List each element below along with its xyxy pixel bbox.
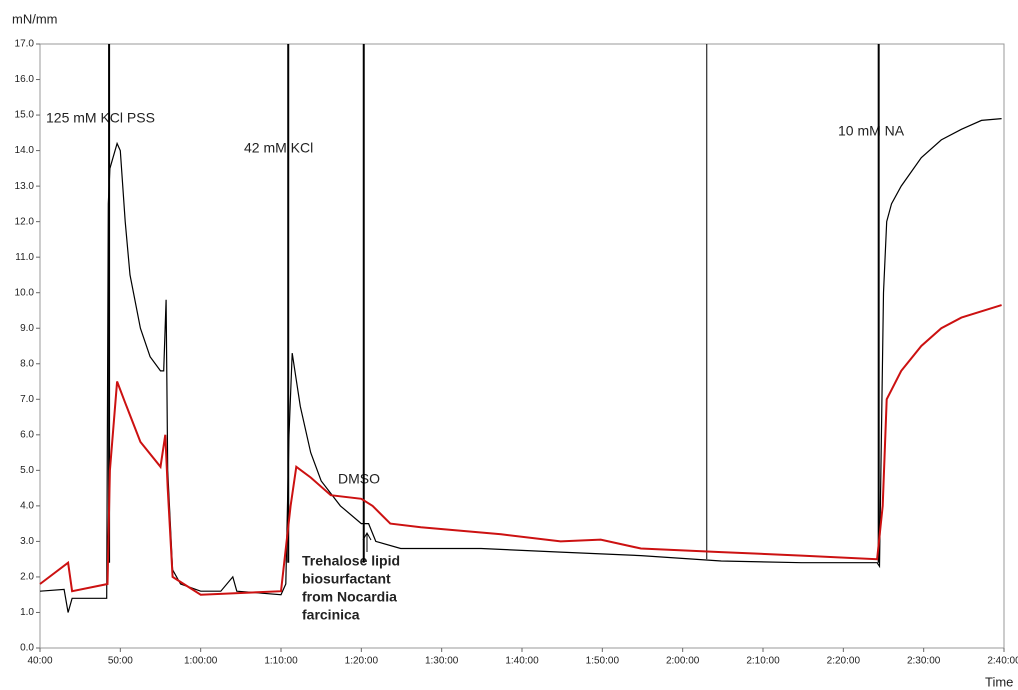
y-tick-label: 13.0 bbox=[15, 181, 35, 192]
x-tick-label: 1:30:00 bbox=[425, 656, 459, 667]
y-tick-label: 9.0 bbox=[20, 323, 34, 334]
x-tick-label: 2:20:00 bbox=[827, 656, 861, 667]
annotation: DMSO bbox=[338, 471, 380, 487]
x-axis-label: Time bbox=[985, 674, 1013, 689]
x-tick-label: 1:50:00 bbox=[586, 656, 620, 667]
x-tick-label: 50:00 bbox=[108, 656, 133, 667]
y-tick-label: 10.0 bbox=[15, 287, 35, 298]
y-tick-label: 14.0 bbox=[15, 145, 35, 156]
note: from Nocardia bbox=[302, 589, 397, 605]
y-tick-label: 1.0 bbox=[20, 607, 34, 618]
y-tick-label: 12.0 bbox=[15, 216, 35, 227]
x-tick-label: 2:40:00 bbox=[987, 656, 1018, 667]
x-tick-label: 1:20:00 bbox=[345, 656, 379, 667]
x-tick-label: 1:10:00 bbox=[264, 656, 298, 667]
y-tick-label: 5.0 bbox=[20, 465, 34, 476]
note: biosurfactant bbox=[302, 571, 391, 587]
y-tick-label: 2.0 bbox=[20, 572, 34, 583]
trace bbox=[39, 118, 1002, 613]
x-tick-label: 1:40:00 bbox=[505, 656, 539, 667]
annotation: 10 mM NA bbox=[838, 123, 905, 139]
y-axis-label: mN/mm bbox=[12, 11, 58, 26]
trace bbox=[39, 304, 1002, 596]
x-tick-label: 2:10:00 bbox=[746, 656, 780, 667]
y-tick-label: 0.0 bbox=[20, 643, 34, 654]
y-tick-label: 3.0 bbox=[20, 536, 34, 547]
x-tick-label: 40:00 bbox=[27, 656, 52, 667]
annotation: 125 mM KCl PSS bbox=[46, 110, 155, 126]
y-tick-label: 6.0 bbox=[20, 429, 34, 440]
y-tick-label: 7.0 bbox=[20, 394, 34, 405]
y-tick-label: 4.0 bbox=[20, 501, 34, 512]
note: Trehalose lipid bbox=[302, 553, 400, 569]
y-tick-label: 15.0 bbox=[15, 110, 35, 121]
note: farcinica bbox=[302, 607, 360, 623]
annotation: 42 mM KCl bbox=[244, 140, 313, 156]
y-tick-label: 16.0 bbox=[15, 74, 35, 85]
y-tick-label: 11.0 bbox=[15, 252, 34, 263]
y-tick-label: 17.0 bbox=[15, 39, 35, 50]
x-tick-label: 2:30:00 bbox=[907, 656, 941, 667]
x-tick-label: 2:00:00 bbox=[666, 656, 700, 667]
x-tick-label: 1:00:00 bbox=[184, 656, 218, 667]
y-tick-label: 8.0 bbox=[20, 358, 34, 369]
